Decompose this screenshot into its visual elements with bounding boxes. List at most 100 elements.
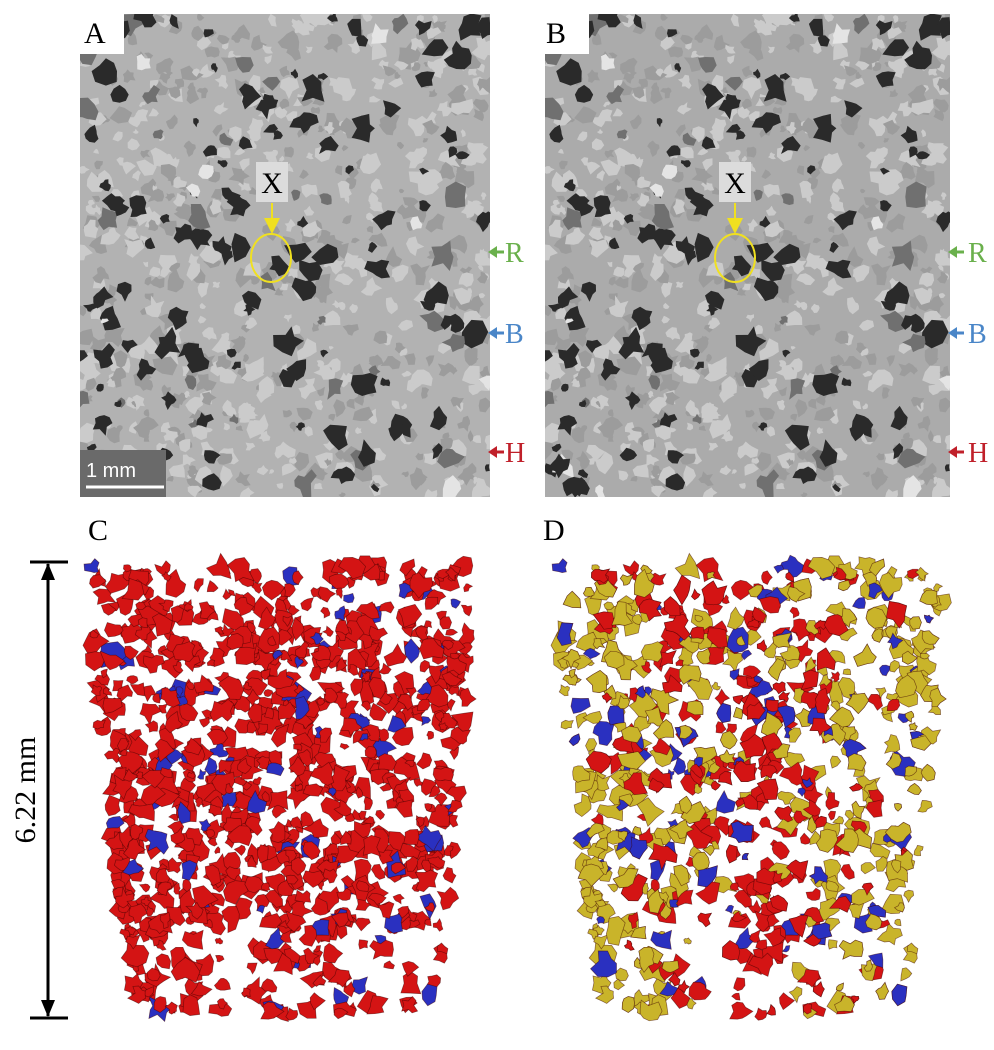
grain-gap bbox=[268, 14, 277, 27]
pore bbox=[221, 250, 233, 266]
pore-cluster bbox=[177, 801, 191, 825]
pore-cluster bbox=[99, 650, 126, 671]
pore bbox=[748, 359, 769, 381]
pore bbox=[239, 83, 262, 110]
grain-gap bbox=[545, 378, 553, 391]
grain-gap bbox=[629, 193, 640, 202]
grain-gap bbox=[836, 48, 847, 57]
pore bbox=[545, 97, 564, 121]
grain-gap bbox=[727, 55, 735, 65]
grain-gap bbox=[611, 188, 629, 203]
grain-gap bbox=[631, 268, 649, 293]
grain-gap bbox=[404, 151, 425, 169]
grain-gap bbox=[740, 30, 762, 53]
pore bbox=[918, 14, 942, 41]
pore-cluster bbox=[879, 664, 891, 677]
pore-cluster bbox=[383, 960, 395, 970]
pore-cluster bbox=[209, 698, 235, 722]
pore-cluster bbox=[632, 825, 643, 836]
grain-gap bbox=[800, 82, 818, 102]
grain-gap bbox=[786, 458, 794, 467]
grain-gap bbox=[483, 40, 490, 56]
pore bbox=[231, 361, 241, 370]
pore-cluster bbox=[282, 615, 293, 628]
volume-render-d bbox=[550, 552, 952, 1022]
pore bbox=[421, 39, 449, 57]
pore-cluster bbox=[627, 911, 639, 930]
grain-gap bbox=[186, 87, 200, 105]
grain-gap bbox=[658, 466, 676, 488]
grain-gap bbox=[822, 277, 844, 296]
grain-gap bbox=[144, 295, 165, 318]
pore-cluster bbox=[225, 866, 241, 881]
grain-gap bbox=[324, 458, 332, 467]
grain-gap bbox=[545, 422, 561, 443]
grain-gap bbox=[588, 226, 604, 241]
grain-gap bbox=[571, 378, 577, 384]
pore-cluster bbox=[920, 653, 930, 660]
pore-cluster bbox=[603, 601, 615, 611]
grain-gap bbox=[545, 305, 552, 317]
grain-gap bbox=[407, 115, 428, 137]
pore-cluster bbox=[773, 564, 785, 574]
pore bbox=[551, 443, 562, 453]
grain-gap bbox=[259, 87, 266, 94]
grain-gap bbox=[386, 246, 403, 267]
grain-gap bbox=[411, 62, 421, 72]
grain-gap bbox=[742, 77, 762, 100]
pore-cluster bbox=[340, 830, 352, 846]
pore bbox=[93, 286, 114, 309]
grain-gap bbox=[388, 77, 404, 88]
pore bbox=[921, 319, 949, 349]
pore-cluster bbox=[890, 859, 902, 874]
grain-gap bbox=[220, 465, 233, 487]
pore-cluster bbox=[825, 880, 839, 892]
grain-gap bbox=[938, 397, 950, 413]
pore bbox=[841, 377, 852, 387]
grain-gap bbox=[478, 293, 486, 299]
pore-cluster bbox=[391, 862, 407, 875]
pore bbox=[563, 179, 576, 192]
grain-gap bbox=[616, 14, 629, 24]
pore-cluster bbox=[378, 662, 392, 675]
grain-gap bbox=[188, 465, 200, 479]
grain-gap bbox=[910, 367, 918, 375]
pore-cluster bbox=[691, 588, 701, 601]
pore-cluster bbox=[797, 787, 806, 797]
grain-gap bbox=[545, 328, 559, 346]
pore-cluster bbox=[323, 687, 339, 704]
pore-cluster bbox=[631, 614, 643, 626]
pore bbox=[319, 193, 332, 205]
grain-gap bbox=[121, 161, 136, 175]
pore bbox=[637, 223, 656, 244]
grain-gap bbox=[125, 112, 141, 128]
grain-gap bbox=[83, 219, 99, 239]
pore-cluster bbox=[445, 566, 460, 582]
grain-gap bbox=[647, 140, 660, 157]
pore bbox=[667, 29, 678, 38]
pore-cluster bbox=[445, 785, 467, 807]
grain-gap bbox=[394, 61, 409, 71]
pore bbox=[813, 113, 837, 143]
pore-cluster bbox=[104, 622, 124, 638]
grain-gap bbox=[550, 395, 558, 403]
grain-gap bbox=[841, 356, 862, 370]
grain-gap bbox=[827, 212, 838, 223]
grain-gap bbox=[681, 368, 701, 384]
pore-cluster bbox=[347, 664, 359, 676]
pore-cluster bbox=[268, 749, 283, 766]
pore bbox=[564, 305, 586, 331]
pore-cluster bbox=[367, 892, 387, 905]
grain-gap bbox=[877, 15, 885, 23]
grain-gap bbox=[828, 226, 835, 234]
pore-cluster bbox=[392, 893, 405, 905]
grain-gap bbox=[739, 482, 746, 489]
grain-gap bbox=[803, 215, 814, 225]
pore-cluster bbox=[289, 816, 304, 830]
pore bbox=[100, 318, 109, 324]
pore-cluster bbox=[849, 783, 864, 792]
pore-cluster bbox=[875, 981, 889, 1000]
pore-cluster bbox=[130, 823, 144, 841]
grain-gap bbox=[660, 14, 668, 21]
grain-gap bbox=[279, 283, 289, 291]
